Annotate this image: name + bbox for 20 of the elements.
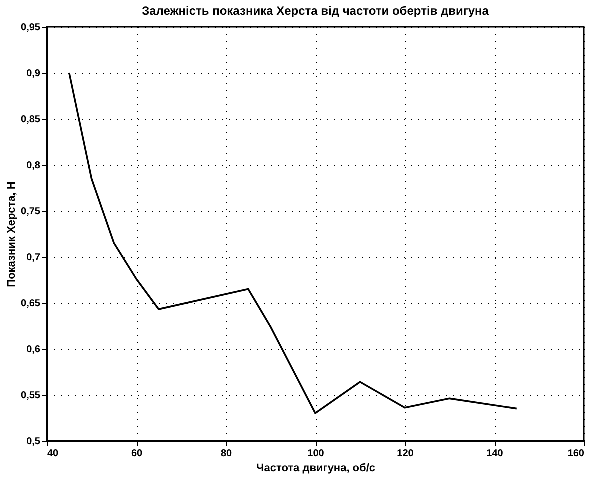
y-tick-label: 0,85	[21, 114, 41, 126]
y-tick-label: 0,65	[21, 298, 41, 310]
x-tick-label: 60	[131, 448, 143, 460]
x-tick-label: 100	[308, 448, 325, 460]
y-tick-label: 0,9	[26, 68, 41, 80]
y-tick-label: 0,6	[26, 344, 41, 356]
y-tick-label: 0,8	[26, 160, 41, 172]
chart-title: Залежність показника Херста від частоти обертів двигуна	[142, 4, 490, 18]
y-tick-label: 0,5	[26, 436, 41, 448]
y-tick-label: 0,95	[21, 22, 41, 34]
x-tick-label: 120	[397, 448, 414, 460]
y-tick-label: 0,75	[21, 206, 41, 218]
y-tick-label: 0,7	[26, 252, 41, 264]
x-tick-label: 40	[48, 448, 60, 460]
y-tick-label: 0,55	[21, 390, 41, 402]
x-tick-label: 80	[220, 448, 232, 460]
x-tick-label: 140	[486, 448, 504, 460]
x-axis-title: Частота двигуна, об/с	[256, 462, 376, 474]
y-axis-title: Показник Херста, H	[6, 182, 18, 288]
x-tick-label: 160	[568, 448, 585, 460]
